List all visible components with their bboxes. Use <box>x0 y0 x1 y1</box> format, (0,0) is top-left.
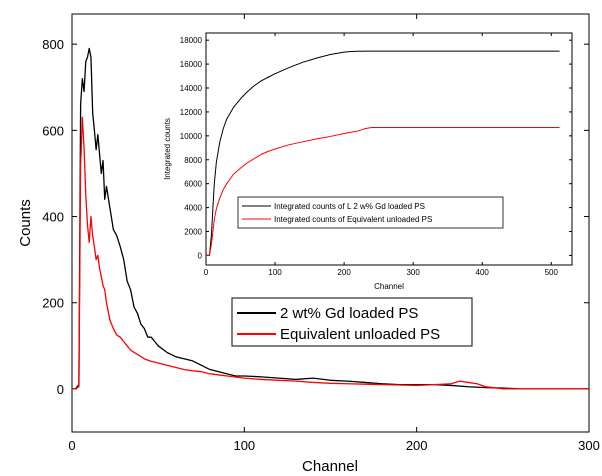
inset-legend-label-2: Integrated counts of Equivalent unloaded… <box>274 215 432 224</box>
main-y-tick-label: 600 <box>42 123 64 138</box>
main-y-tick-label: 400 <box>42 210 64 225</box>
main-axis-ticks: 0 100 200 300 0 200 400 600 800 <box>42 14 600 453</box>
inset-axis-ticks: 0 100 200 300 400 500 0 2000 4000 6000 8000 10000 12… <box>180 33 572 277</box>
inset-series-line-1 <box>206 50 560 256</box>
main-legend-box <box>231 297 473 347</box>
inset-chart: 0 100 200 300 400 500 0 2000 4000 6000 8000 10000 12… <box>163 32 573 291</box>
main-legend-label-1: 2 wt% Gd loaded PS <box>280 305 418 322</box>
inset-y-tick-label: 18000 <box>180 36 203 45</box>
inset-y-tick-label: 4000 <box>184 204 202 213</box>
inset-x-tick-label: 500 <box>545 268 559 277</box>
inset-y-tick-label: 12000 <box>180 108 203 117</box>
main-y-tick-label: 800 <box>42 37 64 52</box>
inset-y-tick-label: 16000 <box>180 60 203 69</box>
inset-y-axis-label: Integrated counts <box>163 118 172 180</box>
main-series-lines <box>72 47 589 390</box>
main-series-line-2 <box>72 116 589 390</box>
inset-x-tick-label: 200 <box>337 268 351 277</box>
inset-y-tick-label: 0 <box>198 251 203 260</box>
inset-x-tick-label: 400 <box>476 268 490 277</box>
inset-x-tick-label: 300 <box>406 268 420 277</box>
inset-y-tick-label: 6000 <box>184 180 202 189</box>
main-legend-label-2: Equivalent unloaded PS <box>280 326 440 343</box>
inset-y-tick-label: 2000 <box>184 228 202 237</box>
main-x-tick-label: 100 <box>233 438 255 453</box>
inset-series-lines <box>206 50 560 256</box>
inset-legend-label-1: Integrated counts of L 2 w% Gd loaded PS <box>274 202 425 211</box>
inset-legend-box <box>237 196 504 229</box>
inset-y-tick-label: 14000 <box>180 84 203 93</box>
main-series-line-1 <box>72 47 589 390</box>
inset-y-tick-label: 10000 <box>180 132 203 141</box>
inset-x-axis-label: Channel <box>374 282 404 291</box>
main-x-tick-label: 300 <box>578 438 600 453</box>
main-x-tick-label: 0 <box>68 438 75 453</box>
inset-x-tick-label: 100 <box>268 268 282 277</box>
inset-series-line-2 <box>206 126 560 256</box>
main-y-axis-label: Counts <box>17 199 34 247</box>
main-x-axis-label: Channel <box>302 458 358 475</box>
inset-legend: Integrated counts of L 2 w% Gd loaded PS… <box>237 196 504 229</box>
main-legend: 2 wt% Gd loaded PS Equivalent unloaded P… <box>231 297 473 347</box>
main-x-tick-label: 200 <box>406 438 428 453</box>
main-y-tick-label: 200 <box>42 296 64 311</box>
inset-y-tick-label: 8000 <box>184 156 202 165</box>
main-y-tick-label: 0 <box>57 382 64 397</box>
inset-plot-frame <box>205 32 573 266</box>
inset-x-tick-label: 0 <box>204 268 209 277</box>
